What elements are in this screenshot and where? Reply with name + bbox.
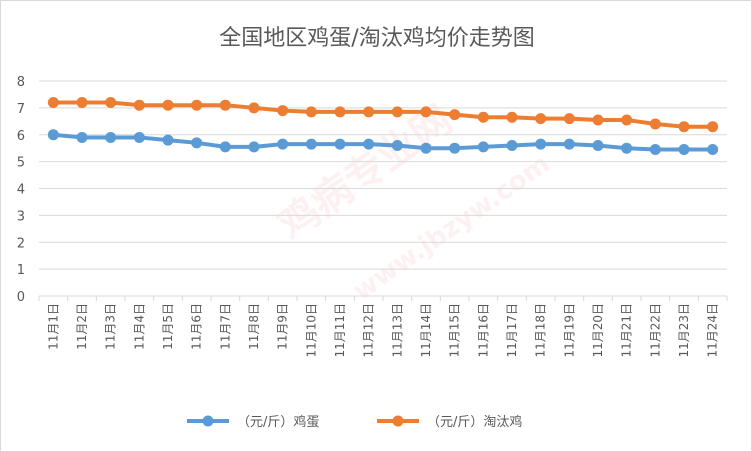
x-tick-label: 11月19日 — [562, 303, 576, 358]
data-point — [47, 129, 59, 141]
x-tick-label: 11月21日 — [620, 303, 634, 358]
data-point — [649, 144, 661, 156]
data-point — [678, 121, 690, 133]
series-group — [47, 97, 719, 156]
y-tick-label: 4 — [17, 183, 25, 198]
x-tick-label: 11月2日 — [75, 303, 89, 350]
x-tick-label: 11月15日 — [448, 303, 462, 358]
y-tick-label: 2 — [17, 236, 25, 251]
x-tick-label: 11月10日 — [304, 303, 318, 358]
data-point — [133, 99, 145, 111]
y-tick-label: 8 — [17, 75, 25, 90]
data-point — [105, 131, 117, 143]
x-tick-label: 11月5日 — [161, 303, 175, 350]
legend-label: （元/斤）鸡蛋 — [237, 414, 319, 430]
data-point — [477, 111, 489, 123]
x-tick-label: 11月23日 — [677, 303, 691, 358]
data-point — [449, 109, 461, 121]
x-tick-label: 11月18日 — [534, 303, 548, 358]
data-point — [477, 141, 489, 153]
data-point — [277, 138, 289, 150]
data-point — [563, 138, 575, 150]
data-point — [506, 111, 518, 123]
y-tick-label: 7 — [17, 102, 25, 117]
data-point — [47, 97, 59, 108]
x-tick-label: 11月20日 — [591, 303, 605, 358]
data-point — [678, 144, 690, 156]
data-point — [76, 97, 88, 108]
data-point — [248, 102, 260, 114]
data-point — [248, 141, 260, 153]
x-tick-label: 11月9日 — [276, 303, 290, 350]
legend: （元/斤）鸡蛋 （元/斤）淘汰鸡 — [187, 414, 522, 430]
watermark: 鸡病专业网 www.jbzyw.com — [270, 97, 555, 307]
data-point — [334, 106, 346, 118]
legend-marker — [202, 415, 214, 427]
gridlines — [39, 80, 727, 297]
data-point — [191, 137, 203, 149]
series-line — [53, 100, 713, 129]
data-point — [76, 131, 88, 143]
x-tick-label: 11月8日 — [247, 303, 261, 350]
data-point — [449, 142, 461, 154]
chart-title: 全国地区鸡蛋/淘汰鸡均价走势图 — [219, 26, 534, 51]
x-tick-label: 11月1日 — [46, 303, 60, 350]
data-point — [506, 140, 518, 151]
data-point — [420, 142, 432, 154]
x-tick-label: 11月13日 — [390, 303, 404, 358]
data-point — [649, 118, 661, 130]
data-point — [621, 142, 633, 154]
data-point — [305, 106, 317, 118]
x-tick-label: 11月12日 — [362, 303, 376, 358]
data-point — [363, 138, 375, 150]
data-point — [535, 138, 547, 150]
x-tick-label: 11月22日 — [648, 303, 662, 358]
data-point — [707, 144, 719, 156]
legend-marker — [392, 415, 404, 427]
x-tick-label: 11月7日 — [218, 303, 232, 350]
data-point — [391, 106, 403, 118]
data-point — [363, 106, 375, 118]
data-point — [162, 99, 174, 111]
legend-item: （元/斤）鸡蛋 — [187, 414, 319, 430]
x-tick-label: 11月16日 — [476, 303, 490, 358]
x-tick-label: 11月4日 — [132, 303, 146, 350]
y-tick-label: 1 — [17, 263, 25, 278]
data-point — [277, 105, 289, 117]
x-tick-label: 11月17日 — [505, 303, 519, 358]
data-point — [535, 113, 547, 125]
y-tick-label: 6 — [17, 129, 25, 144]
data-point — [707, 121, 719, 133]
x-tick-label: 11月3日 — [104, 303, 118, 350]
legend-label: （元/斤）淘汰鸡 — [427, 414, 522, 430]
y-tick-label: 3 — [17, 209, 25, 224]
data-point — [191, 99, 203, 111]
x-tick-label: 11月6日 — [190, 303, 204, 350]
legend-item: （元/斤）淘汰鸡 — [377, 414, 522, 430]
data-point — [334, 138, 346, 150]
y-tick-label: 5 — [17, 156, 25, 171]
data-point — [420, 106, 432, 118]
data-point — [219, 99, 231, 111]
data-point — [391, 140, 403, 151]
x-tick-label: 11月14日 — [419, 303, 433, 358]
data-point — [621, 114, 633, 126]
data-point — [133, 131, 145, 143]
y-tick-label: 0 — [17, 290, 25, 305]
data-point — [162, 134, 174, 146]
x-tick-label: 11月11日 — [333, 303, 347, 358]
y-axis: 0 1 2 3 4 5 6 7 8 — [17, 75, 25, 305]
data-point — [592, 140, 604, 151]
data-point — [305, 138, 317, 150]
data-point — [219, 141, 231, 153]
x-tick-label: 11月24日 — [706, 303, 720, 358]
data-point — [105, 97, 117, 108]
data-point — [592, 114, 604, 126]
x-axis: 11月1日 11月2日 11月3日 11月4日 11月5日 11月6日 11月7日 11月8日… — [38, 296, 728, 358]
data-point — [563, 113, 575, 125]
